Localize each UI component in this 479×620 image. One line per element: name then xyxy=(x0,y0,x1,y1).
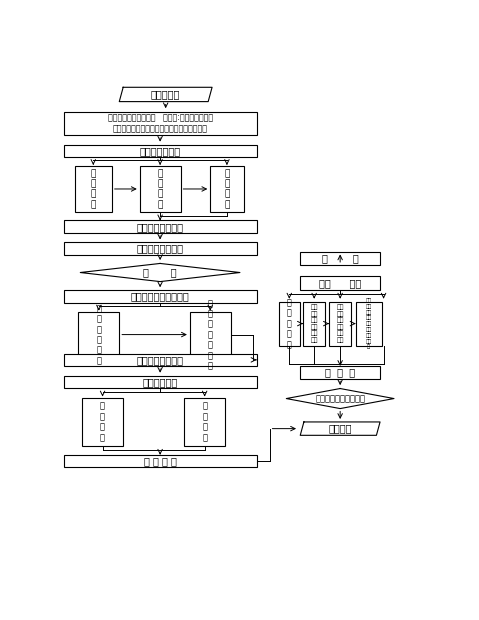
Text: 选出的二、三等材: 选出的二、三等材 xyxy=(137,222,183,232)
Bar xyxy=(64,221,257,233)
Bar xyxy=(300,277,380,290)
Bar xyxy=(356,302,382,345)
Text: 防变型多层板制作: 防变型多层板制作 xyxy=(137,244,183,254)
Bar xyxy=(210,166,244,211)
Text: 裁  板  条: 裁 板 条 xyxy=(325,367,355,378)
Text: 用作
余传
板及
条将
修补
断板: 用作 余传 板及 条将 修补 断板 xyxy=(336,304,344,343)
Text: 稀        裁: 稀 裁 xyxy=(322,253,358,264)
Text: 定
厚
砂
光: 定 厚 砂 光 xyxy=(202,402,207,442)
Bar xyxy=(75,166,112,211)
Bar xyxy=(184,398,225,446)
Text: 养生定型处理: 养生定型处理 xyxy=(142,377,178,387)
Text: 烘
干
处
理: 烘 干 处 理 xyxy=(91,169,96,209)
Text: 自
动
多
片
锯: 自 动 多 片 锯 xyxy=(287,298,292,349)
Text: 除       胶: 除 胶 xyxy=(143,267,177,278)
Bar xyxy=(278,302,300,345)
Text: 稀
锯
锯
边: 稀 锯 锯 边 xyxy=(100,402,105,442)
Text: 分
类
处
理: 分 类 处 理 xyxy=(158,169,163,209)
Bar xyxy=(303,302,325,345)
Text: 纵
向
单
板
放
置: 纵 向 单 板 放 置 xyxy=(96,304,102,365)
Bar xyxy=(64,353,257,366)
Text: 低碳环保防变形板制作: 低碳环保防变形板制作 xyxy=(315,394,365,403)
Text: 单板选材与处理: 单板选材与处理 xyxy=(139,146,181,156)
Bar xyxy=(300,366,380,378)
Bar xyxy=(190,312,231,357)
Bar xyxy=(64,376,257,388)
Text: 横
向
单
板
的
放
置: 横 向 单 板 的 放 置 xyxy=(208,299,213,370)
Bar xyxy=(64,455,257,467)
Text: 单板留作优质面板、二级、三级单板均可使用: 单板留作优质面板、二级、三级单板均可使用 xyxy=(113,125,207,133)
Bar xyxy=(64,112,257,135)
Text: 操高
断速
用锯
内板
上机
放内
人加
自工
动: 操高 断速 用锯 内板 上机 放内 人加 自工 动 xyxy=(365,298,372,349)
Bar xyxy=(64,144,257,157)
Text: 多层板科学的结构配置: 多层板科学的结构配置 xyxy=(131,291,190,301)
Bar xyxy=(329,302,351,345)
Bar xyxy=(140,166,181,211)
Text: 质 量 检 验: 质 量 检 验 xyxy=(144,456,177,466)
Bar xyxy=(82,398,123,446)
Text: 高温高压定型处理: 高温高压定型处理 xyxy=(137,355,183,365)
Text: 光将原木自然成单板薄   原材料:选用特级、一级: 光将原木自然成单板薄 原材料:选用特级、一级 xyxy=(108,113,213,122)
Text: 第一道工序: 第一道工序 xyxy=(151,89,181,99)
Bar xyxy=(300,252,380,265)
Text: 得视
感应
张定
选置
圆板
板素: 得视 感应 张定 选置 圆板 板素 xyxy=(310,304,318,343)
Text: 配
板
修
补: 配 板 修 补 xyxy=(224,169,229,209)
Bar xyxy=(64,242,257,255)
Text: 定厚      砂光: 定厚 砂光 xyxy=(319,278,361,288)
Text: 第二工序: 第二工序 xyxy=(329,423,352,433)
Bar xyxy=(64,290,257,303)
Bar xyxy=(79,312,119,357)
